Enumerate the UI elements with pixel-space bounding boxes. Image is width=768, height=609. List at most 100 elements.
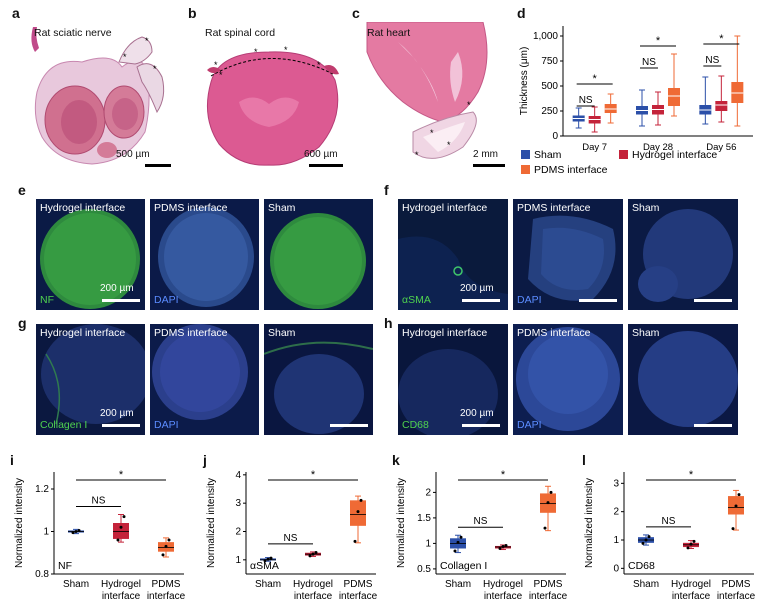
tile-g-scale-bar [102, 424, 140, 427]
chart-d-legend-swatch [521, 165, 530, 174]
chart-i-ylabel: Normalized intensity [14, 478, 25, 568]
svg-text:*: * [219, 70, 223, 80]
tile-f-hydrogel: Hydrogel interface αSMA 200 µm [398, 199, 508, 310]
chart-d-ytick-label: 1,000 [533, 31, 558, 42]
panel-label-l: l [582, 452, 586, 468]
chart-i-inner-label: NF [58, 560, 72, 572]
chart-k-point [453, 549, 457, 553]
chart-l-point [641, 541, 645, 545]
chart-i-point [74, 530, 78, 533]
tile-g-pdms: PDMS interface DAPI [150, 324, 259, 435]
tile-h-scale-bar [462, 424, 500, 427]
scale-text-sciatic: 500 µm [116, 149, 150, 160]
tile-e-sham-label: Sham [268, 202, 296, 214]
tile-e-pdms-label: PDMS interface [154, 202, 228, 214]
chart-j-point [269, 556, 273, 560]
tile-f-sham-art [628, 199, 738, 310]
chart-k-point [459, 535, 463, 539]
chart-j-point [308, 554, 312, 558]
panel-label-k: k [392, 452, 400, 468]
chart-l-point [644, 538, 648, 542]
histology-title-sciatic: Rat sciatic nerve [34, 27, 112, 39]
chart-l-ytick-label: 1 [613, 535, 619, 546]
chart-d-ytick-label: 0 [552, 131, 558, 142]
tile-g-stain-label: Collagen I [40, 419, 88, 431]
tile-g-pdms-label: PDMS interface [154, 327, 228, 339]
tile-h-sham-scale-bar [694, 424, 732, 427]
tile-g-scale-text: 200 µm [100, 408, 134, 419]
chart-d-ns: NS [642, 57, 656, 68]
chart-k-point [543, 526, 547, 530]
chart-j-xtick-label: PDMS [344, 579, 373, 590]
chart-k-ytick-label: 2 [425, 487, 431, 498]
panel-label-h: h [384, 315, 393, 331]
chart-k-ytick-label: 0.5 [417, 564, 431, 575]
chart-k-ytick-label: 1 [425, 538, 431, 549]
tile-e-hydrogel-art [36, 199, 145, 310]
heart-drawing: * * * * [363, 22, 510, 169]
tile-g-dapi-label: DAPI [154, 419, 179, 431]
chart-d-star: * [593, 73, 598, 85]
scale-bar-heart [473, 164, 505, 167]
panel-label-f: f [384, 182, 389, 198]
tile-h-dapi-label: DAPI [517, 419, 542, 431]
chart-k-point [498, 547, 502, 550]
chart-l-point [647, 535, 651, 539]
chart-j-ns: NS [284, 533, 298, 544]
chart-d-box [668, 88, 680, 106]
tile-f-pdms-art [513, 199, 623, 310]
chart-l-xtick-label: interface [672, 591, 711, 602]
chart-k-point [546, 501, 550, 505]
scale-bar-spinal [309, 164, 343, 167]
chart-i-xtick-label: Sham [63, 579, 89, 590]
tile-f-sham-label: Sham [632, 202, 660, 214]
panel-label-i: i [10, 452, 14, 468]
chart-l-ytick-label: 3 [613, 478, 619, 489]
chart-l-xtick-label: Sham [633, 579, 659, 590]
chart-i-xtick-label: PDMS [152, 579, 181, 590]
chart-d-legend-label: Sham [534, 149, 562, 161]
tile-f-scale-text: 200 µm [460, 283, 494, 294]
chart-d-legend-label: PDMS interface [534, 164, 608, 176]
chart-d-legend-swatch [521, 150, 530, 159]
svg-text:*: * [123, 52, 127, 62]
chart-j-point [359, 498, 363, 502]
svg-text:*: * [430, 128, 434, 138]
chart-k-point [504, 543, 508, 547]
svg-text:*: * [284, 45, 288, 55]
panel-label-b: b [188, 5, 197, 21]
chart-k-ylabel: Normalized intensity [396, 478, 407, 568]
chart-j-ytick-label: 3 [235, 498, 241, 509]
tile-f-sham-scale-bar [694, 299, 732, 302]
chart-j-point [353, 539, 357, 543]
scale-text-heart: 2 mm [473, 149, 498, 160]
chart-j-xtick-label: interface [339, 591, 378, 602]
tile-f-pdms-scale-bar [579, 299, 617, 302]
svg-text:*: * [214, 60, 218, 70]
chart-k-xtick-label: PDMS [534, 579, 563, 590]
tile-h-hydrogel-art [398, 324, 508, 435]
panel-label-j: j [203, 452, 207, 468]
chart-j-point [314, 550, 318, 554]
chart-j-point [356, 510, 360, 514]
chart-k-point [501, 544, 505, 548]
tile-h-sham: Sham [628, 324, 738, 435]
panel-label-e: e [18, 182, 26, 198]
chart-i-ytick-label: 1 [43, 527, 49, 538]
chart-j-ylabel: Normalized intensity [206, 478, 217, 568]
tile-h-sham-label: Sham [632, 327, 660, 339]
chart-l-ns: NS [662, 516, 676, 527]
tile-g-sham-scale-bar [330, 424, 368, 427]
chart-i-nf: 0.8 1 1.2 Normalized intensity NF Sham Hydroge… [14, 469, 186, 602]
panel-label-d: d [517, 5, 526, 21]
chart-i-point [122, 515, 126, 519]
tile-g-sham-label: Sham [268, 327, 296, 339]
tile-e-sham-art [264, 199, 373, 310]
chart-k-ytick-label: 1.5 [417, 513, 431, 524]
chart-d-legend-swatch [619, 150, 628, 159]
svg-text:*: * [317, 60, 321, 70]
chart-i-ytick-label: 1.2 [35, 484, 49, 495]
svg-text:*: * [153, 64, 157, 74]
chart-k-xtick-label: interface [484, 591, 523, 602]
